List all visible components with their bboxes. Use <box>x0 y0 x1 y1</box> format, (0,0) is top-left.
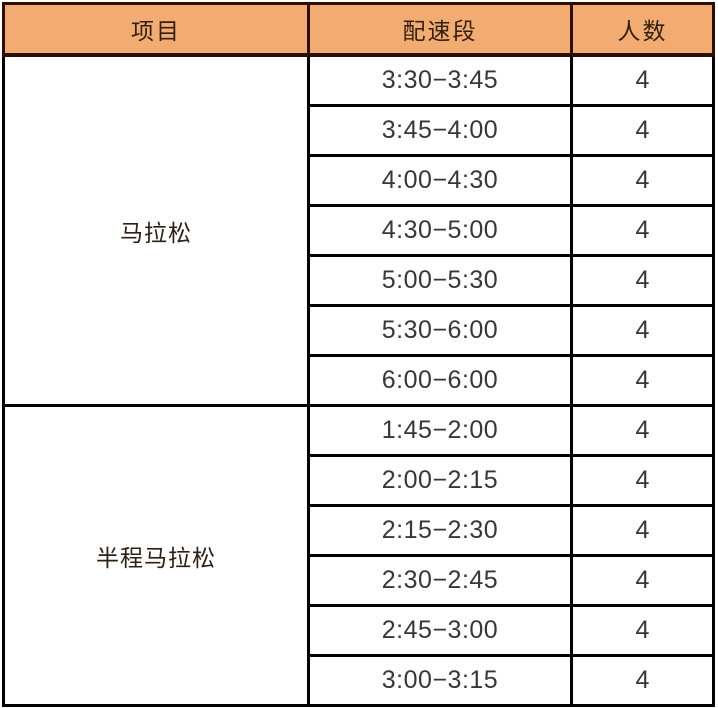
pace-cell: 3:30−3:45 <box>307 53 573 107</box>
table-row: 马拉松 3:30−3:45 4 <box>2 53 715 407</box>
table-row: 2:15−2:30 4 <box>4 504 715 557</box>
table-row: 5:00−5:30 4 <box>4 254 715 307</box>
count-cell: 4 <box>570 254 715 307</box>
count-cell: 4 <box>570 454 715 507</box>
count-cell: 4 <box>570 554 715 607</box>
header-row: 项目 配速段 人数 <box>2 2 715 57</box>
count-cell: 4 <box>570 404 715 457</box>
pace-cell: 2:30−2:45 <box>307 554 573 607</box>
pace-cell: 5:30−6:00 <box>307 304 573 357</box>
table-row: 4:30−5:00 4 <box>4 204 715 257</box>
count-cell: 4 <box>570 304 715 357</box>
table-row: 6:00−6:00 4 <box>4 354 715 407</box>
pace-cell: 4:30−5:00 <box>307 204 573 257</box>
pace-cell: 2:45−3:00 <box>307 604 573 657</box>
count-cell: 4 <box>570 154 715 207</box>
header-cell-project: 项目 <box>2 2 310 57</box>
table-row: 5:30−6:00 4 <box>4 304 715 357</box>
count-cell: 4 <box>570 654 715 707</box>
header-cell-count: 人数 <box>570 2 715 57</box>
table-row: 2:45−3:00 4 <box>4 604 715 657</box>
pace-cell: 5:00−5:30 <box>307 254 573 307</box>
pace-cell: 2:15−2:30 <box>307 504 573 557</box>
count-cell: 4 <box>570 204 715 257</box>
count-cell: 4 <box>570 604 715 657</box>
pace-cell: 1:45−2:00 <box>307 404 573 457</box>
project-cell-marathon: 马拉松 <box>2 53 310 407</box>
count-cell: 4 <box>570 354 715 407</box>
pace-cell: 6:00−6:00 <box>307 354 573 407</box>
count-cell: 4 <box>570 104 715 157</box>
pace-cell: 3:45−4:00 <box>307 104 573 157</box>
header-cell-pace: 配速段 <box>307 2 573 57</box>
pace-cell: 4:00−4:30 <box>307 154 573 207</box>
table-row: 3:45−4:00 4 <box>4 104 715 157</box>
count-cell: 4 <box>570 53 715 107</box>
pace-cell: 2:00−2:15 <box>307 454 573 507</box>
table-row: 半程马拉松 1:45−2:00 4 <box>2 404 715 707</box>
table-row: 4:00−4:30 4 <box>4 154 715 207</box>
pace-cell: 3:00−3:15 <box>307 654 573 707</box>
count-cell: 4 <box>570 504 715 557</box>
table-row: 2:30−2:45 4 <box>4 554 715 607</box>
table-row: 3:00−3:15 4 <box>4 654 715 707</box>
project-cell-half-marathon: 半程马拉松 <box>2 404 310 707</box>
table-row: 2:00−2:15 4 <box>4 454 715 507</box>
